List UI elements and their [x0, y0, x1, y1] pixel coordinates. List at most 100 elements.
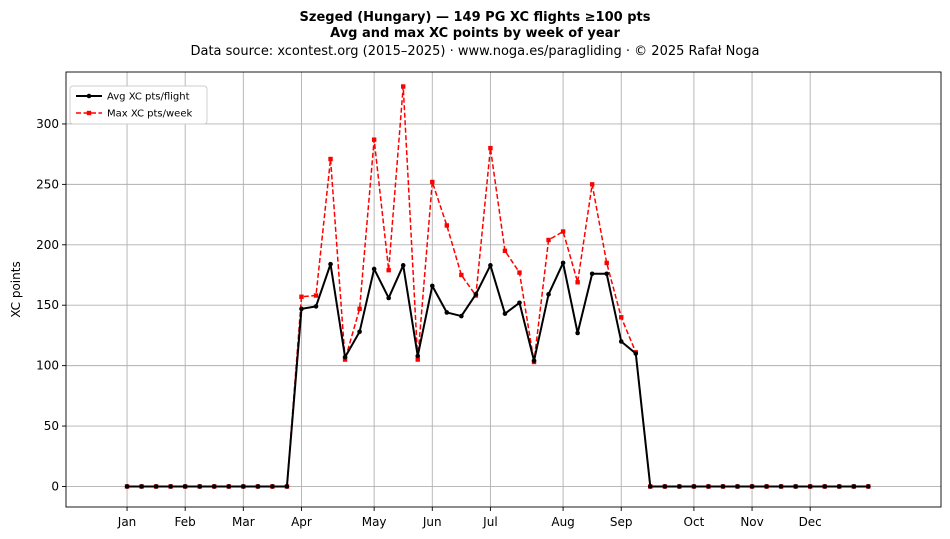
max-point: [459, 272, 464, 278]
legend: Avg XC pts/flight Max XC pts/week: [69, 85, 208, 125]
avg-point: [255, 484, 261, 489]
avg-series-line: [127, 261, 869, 488]
max-point: [299, 294, 304, 299]
max-point: [502, 248, 508, 254]
max-point: [604, 260, 609, 266]
legend-max-marker: [86, 110, 92, 116]
avg-point: [575, 330, 580, 336]
x-tick-label: Oct: [684, 515, 705, 529]
plot-frame: [65, 71, 942, 508]
x-tick-label: Jan: [117, 515, 137, 529]
avg-point: [836, 484, 842, 489]
avg-point: [706, 484, 711, 489]
avg-point: [764, 484, 769, 489]
avg-point: [618, 339, 624, 344]
avg-point: [560, 260, 566, 266]
avg-point: [124, 484, 130, 489]
max-point: [328, 156, 333, 162]
avg-point: [517, 300, 522, 306]
max-point: [371, 137, 377, 142]
y-tick-label: 100: [36, 359, 59, 373]
avg-point: [473, 292, 479, 297]
avg-point: [328, 261, 333, 267]
x-tick-label: May: [362, 515, 387, 529]
avg-point: [589, 271, 595, 277]
legend-avg-marker: [86, 93, 92, 99]
avg-point: [313, 304, 319, 309]
max-point: [517, 270, 522, 275]
avg-point: [807, 484, 813, 489]
avg-point: [386, 295, 391, 301]
avg-point: [270, 484, 275, 489]
max-point: [444, 223, 450, 228]
avg-point: [633, 351, 639, 356]
avg-point: [691, 484, 697, 489]
grid-lines: [66, 72, 941, 507]
avg-point: [793, 484, 798, 489]
legend-avg-label: Avg XC pts/flight: [107, 92, 190, 103]
avg-point: [429, 283, 435, 289]
avg-point: [168, 484, 173, 489]
avg-point: [604, 271, 609, 277]
max-point: [415, 357, 420, 362]
max-point: [313, 293, 319, 298]
avg-point: [226, 484, 232, 489]
avg-point: [866, 484, 871, 489]
avg-point: [153, 484, 159, 489]
max-point: [575, 280, 580, 285]
avg-point: [749, 484, 755, 489]
chart-subtitle: Data source: xcontest.org (2015–2025) · …: [190, 44, 759, 59]
legend-max-label: Max XC pts/week: [107, 109, 192, 120]
axis-ticks: Jan Feb Mar Apr May Jun Jul Aug Sep Oct Nov Dec 0 50 1…: [36, 117, 822, 529]
avg-point: [211, 484, 217, 489]
avg-point: [531, 358, 537, 364]
avg-point: [778, 484, 784, 489]
x-tick-label: Aug: [551, 515, 574, 529]
max-point: [589, 182, 595, 187]
avg-point: [648, 484, 653, 489]
series-layer: [124, 84, 871, 489]
x-tick-label: Nov: [740, 515, 763, 529]
x-tick-label: Sep: [610, 515, 633, 529]
y-tick-label: 50: [44, 419, 59, 433]
max-point: [357, 306, 362, 312]
x-tick-label: Apr: [291, 515, 312, 529]
y-tick-label: 250: [36, 177, 59, 191]
avg-point: [459, 313, 464, 319]
avg-point: [677, 484, 682, 489]
y-tick-label: 300: [36, 117, 59, 131]
max-point: [401, 84, 406, 89]
avg-point: [400, 263, 406, 268]
avg-point: [415, 353, 421, 359]
avg-point: [197, 484, 203, 489]
x-tick-label: Jul: [482, 515, 497, 529]
avg-point: [284, 484, 290, 489]
avg-point: [444, 310, 450, 315]
avg-point: [720, 484, 726, 489]
max-point: [546, 237, 551, 243]
avg-point: [182, 484, 188, 489]
y-tick-label: 0: [51, 479, 59, 493]
chart-title-line2: Avg and max XC points by week of year: [330, 26, 620, 41]
avg-point: [735, 484, 740, 489]
y-tick-label: 200: [36, 238, 59, 252]
x-tick-label: Feb: [175, 515, 196, 529]
y-tick-label: 150: [36, 298, 59, 312]
legend-box: [69, 85, 208, 125]
chart-title-line1: Szeged (Hungary) — 149 PG XC flights ≥10…: [300, 10, 651, 25]
avg-point: [357, 329, 362, 335]
avg-point: [546, 292, 551, 297]
x-tick-label: Mar: [232, 515, 255, 529]
avg-point: [299, 306, 304, 312]
avg-point: [371, 266, 377, 272]
max-point: [386, 267, 391, 273]
avg-point: [851, 484, 857, 489]
x-tick-label: Dec: [799, 515, 822, 529]
x-tick-label: Jun: [422, 515, 442, 529]
avg-point: [822, 484, 828, 489]
avg-point: [139, 484, 144, 489]
avg-point: [488, 263, 493, 268]
max-point: [488, 145, 493, 151]
max-point: [560, 229, 566, 234]
